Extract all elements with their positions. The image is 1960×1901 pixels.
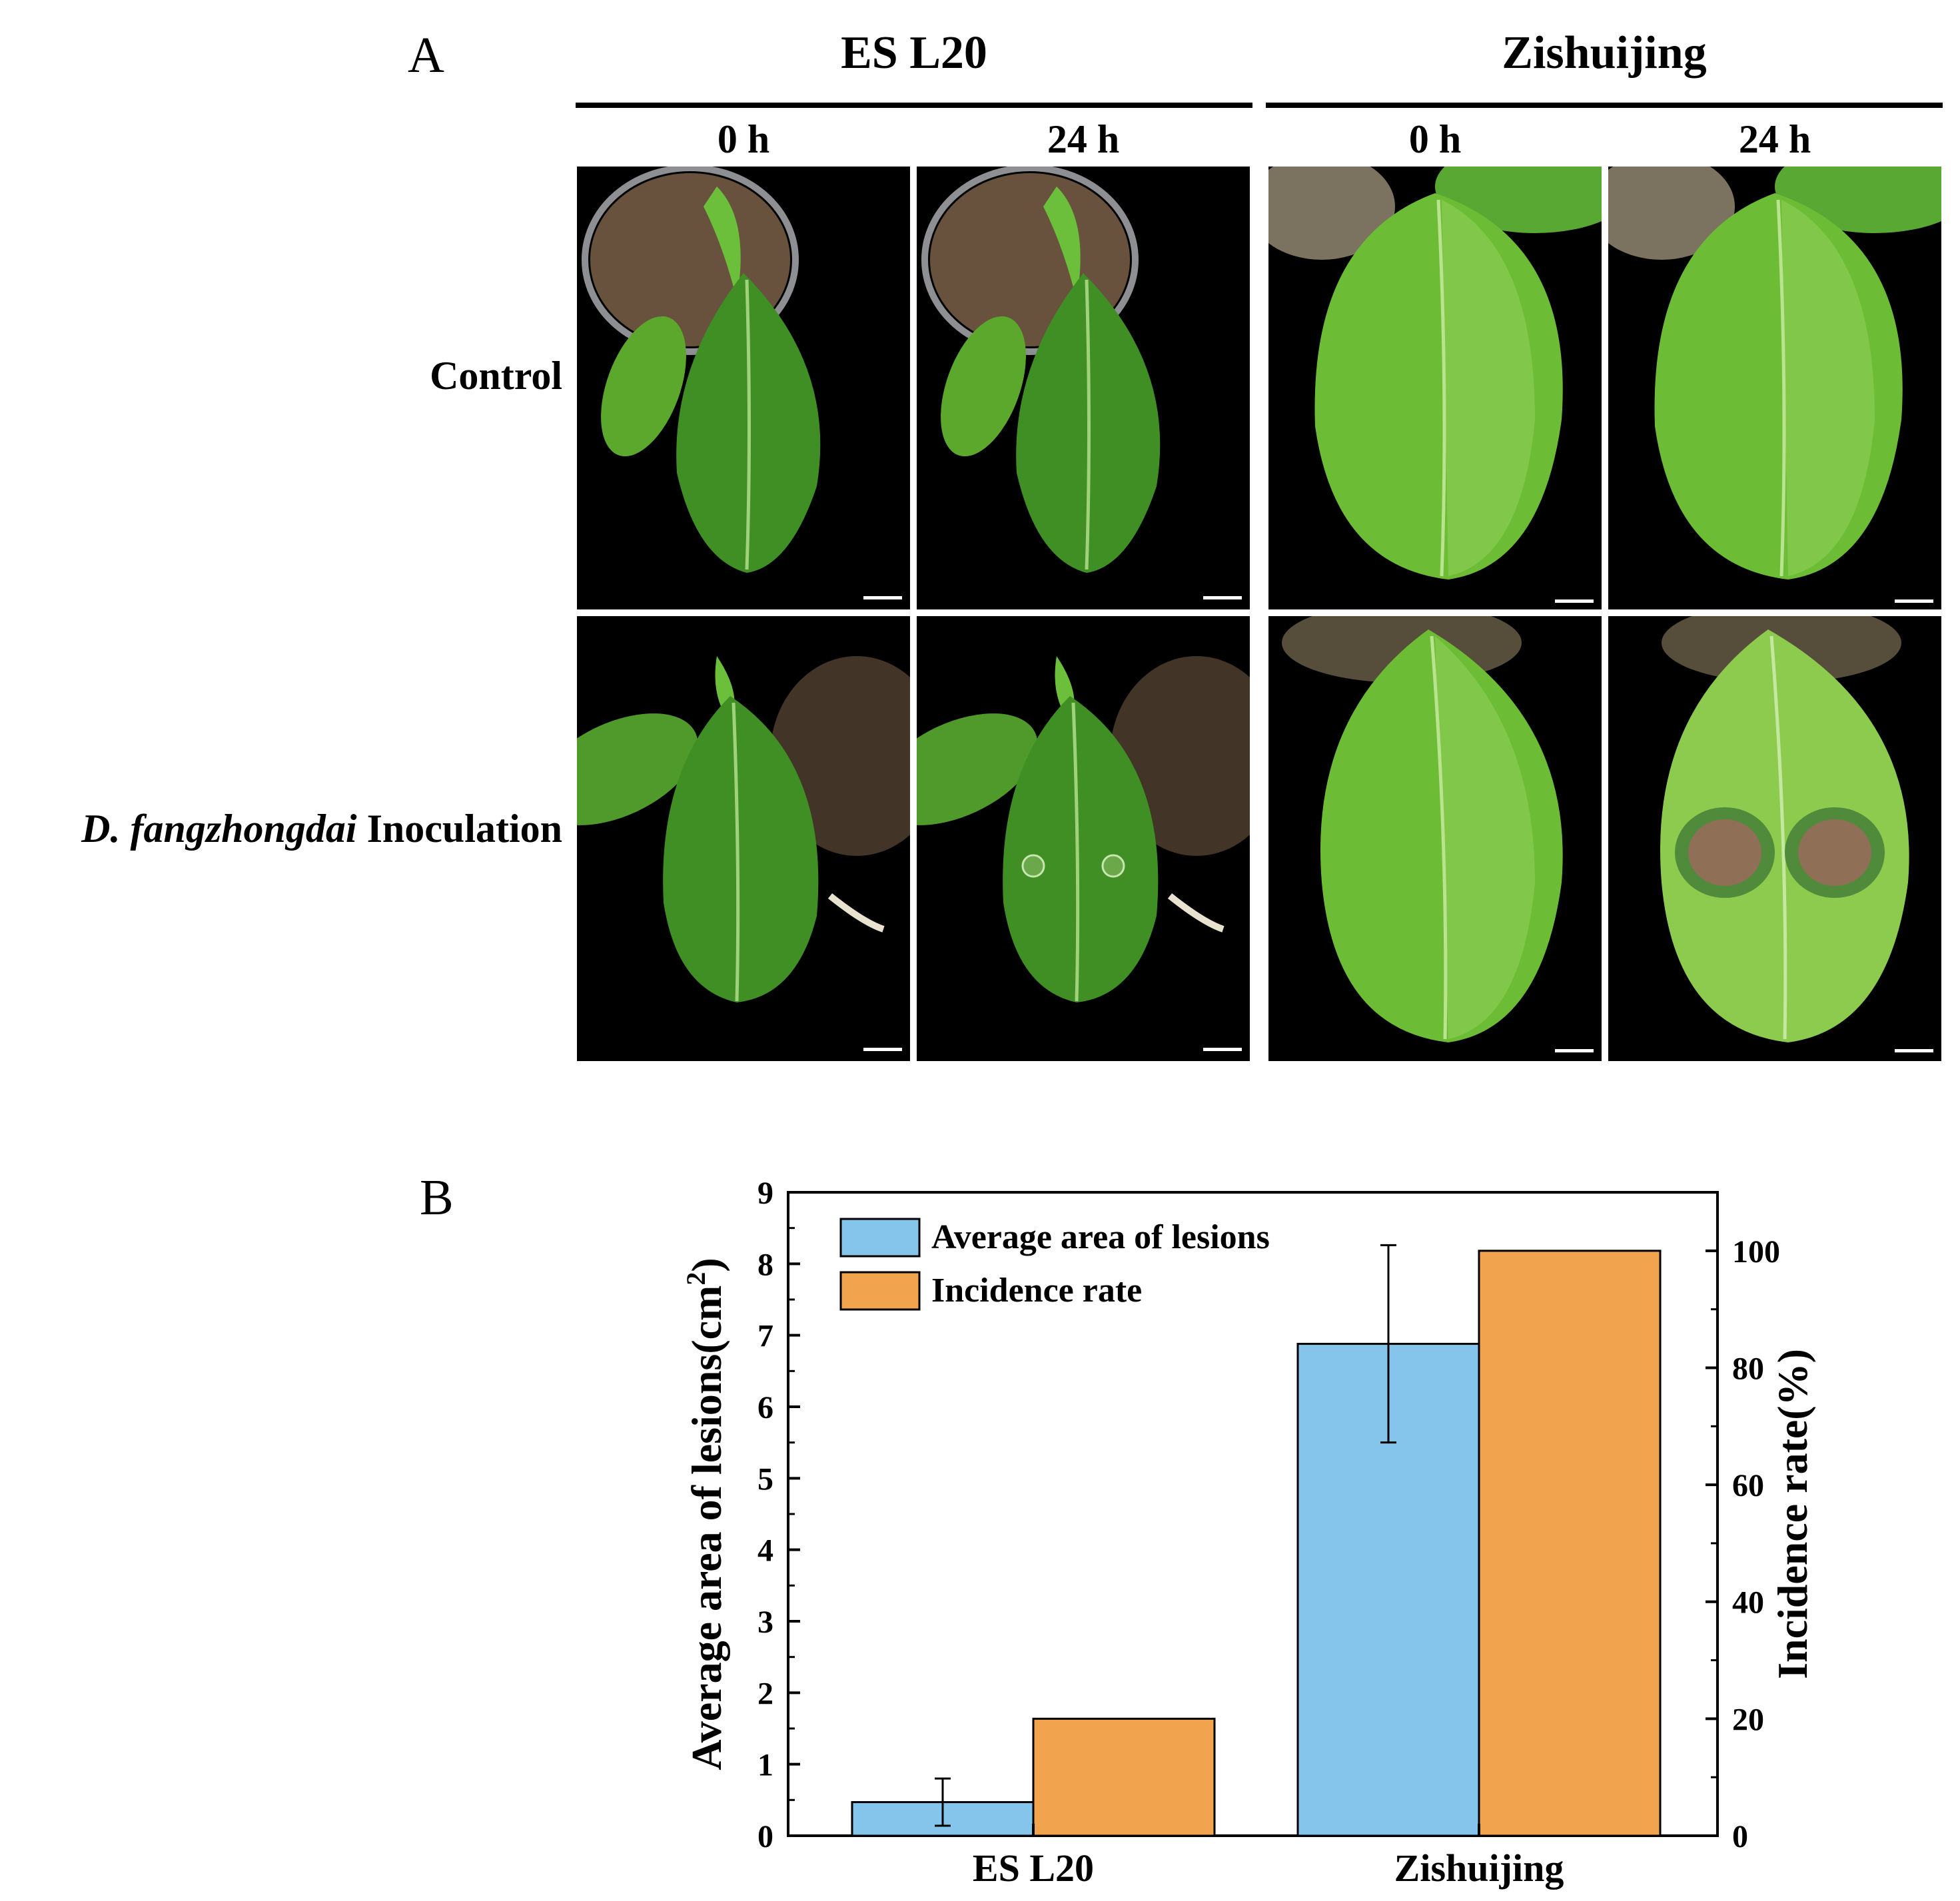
- legend-swatch-incidence: [839, 1271, 921, 1311]
- y-tick-label-left: 8: [757, 1247, 773, 1282]
- time-label-es-24h: 24 h: [1047, 117, 1120, 161]
- legend: Average area of lesions Incidence rate: [839, 1218, 1270, 1311]
- orchid-leaf-illustration: [1282, 616, 1563, 1042]
- time-label-zs-0h: 0 h: [1408, 117, 1462, 161]
- group-rule-zishuijing: [1266, 103, 1943, 108]
- row-label-inoculation: D. fangzhongdai Inoculation: [81, 806, 562, 852]
- orchid-leaf-illustration: [917, 656, 1250, 1002]
- photo-es-control-24h: [917, 167, 1250, 609]
- orchid-leaf-illustration: [582, 167, 821, 573]
- y-tick-label-left: 6: [757, 1390, 773, 1425]
- photo-es-control-0h: [577, 167, 910, 609]
- orchid-leaf-illustration: [921, 167, 1161, 573]
- orchid-leaf-illustration: [1660, 616, 1909, 1042]
- y-tick-label-right: 0: [1732, 1819, 1748, 1854]
- time-label-zs-24h: 24 h: [1738, 117, 1811, 161]
- scale-bar: [1555, 1049, 1594, 1052]
- scale-bar: [1203, 1048, 1242, 1051]
- legend-label-incidence: Incidence rate: [931, 1272, 1142, 1310]
- group-header-zishuijing: Zishuijing: [1502, 27, 1707, 79]
- row-label-control: Control: [430, 354, 562, 398]
- photo-zs-control-0h: [1268, 167, 1602, 609]
- scale-bar: [1203, 596, 1242, 599]
- orchid-leaf-illustration: [577, 656, 910, 1002]
- legend-label-lesions: Average area of lesions: [931, 1218, 1270, 1256]
- row-label-inoculation-species: D. fangzhongdai: [81, 807, 357, 851]
- scale-bar: [1555, 599, 1594, 603]
- panel-b-letter: B: [420, 1170, 454, 1226]
- y-axis-left-label: Average area of lesions(cm2): [681, 1258, 730, 1770]
- y-tick-label-left: 7: [757, 1319, 773, 1354]
- y-tick-label-left: 4: [757, 1533, 773, 1569]
- photo-es-inoc-24h: [917, 616, 1250, 1061]
- y-tick-label-left: 1: [757, 1748, 773, 1783]
- x-axis: ES L20 Zishuijing: [973, 1824, 1564, 1890]
- photo-zs-inoc-24h: [1608, 616, 1941, 1061]
- photo-es-inoc-0h: [577, 616, 910, 1061]
- y-tick-label-left: 0: [757, 1819, 773, 1854]
- y-tick-label-left: 9: [757, 1176, 773, 1211]
- y-tick-label-right: 40: [1732, 1585, 1764, 1621]
- photo-zs-inoc-0h: [1268, 616, 1602, 1061]
- legend-swatch-lesions: [839, 1218, 921, 1258]
- y-axis-left-label-sup: 2: [681, 1272, 711, 1286]
- group-header-es-l20: ES L20: [841, 27, 987, 79]
- right-axis: 0 20 40 60 80 100: [1706, 1191, 1780, 1854]
- bar-incidence-rate: [1032, 1717, 1216, 1837]
- y-tick-label-right: 20: [1732, 1702, 1764, 1737]
- y-axis-left-label-close: ): [683, 1258, 730, 1272]
- time-label-es-0h: 0 h: [717, 117, 770, 161]
- y-tick-label-right: 60: [1732, 1468, 1764, 1503]
- y-tick-label-left: 2: [757, 1676, 773, 1711]
- x-tick-label: Zishuijing: [1394, 1846, 1564, 1890]
- scale-bar: [863, 1048, 902, 1051]
- photo-zs-control-24h: [1608, 167, 1941, 609]
- y-tick-label-left: 5: [757, 1461, 773, 1497]
- y-axis-left-label-text: Average area of lesions(cm: [683, 1286, 730, 1770]
- scale-bar: [1895, 1049, 1933, 1052]
- y-tick-label-right: 80: [1732, 1351, 1764, 1386]
- y-tick-label-right: 100: [1732, 1234, 1780, 1270]
- x-tick-label: ES L20: [973, 1846, 1094, 1890]
- bar-incidence-rate: [1478, 1250, 1662, 1837]
- left-axis: 0 1 2 3 4 5 6 7 8 9: [757, 1176, 800, 1854]
- orchid-leaf-illustration: [1268, 167, 1602, 579]
- row-label-inoculation-rest: Inoculation: [356, 807, 562, 851]
- scale-bar: [1895, 599, 1933, 603]
- scale-bar: [863, 596, 902, 599]
- y-tick-label-left: 3: [757, 1605, 773, 1640]
- orchid-leaf-illustration: [1608, 167, 1941, 579]
- group-rule-es-l20: [576, 103, 1252, 108]
- bars: [851, 1244, 1662, 1837]
- panel-a-letter: A: [408, 27, 444, 83]
- y-axis-right-label: Incidence rate(%): [1769, 1349, 1816, 1679]
